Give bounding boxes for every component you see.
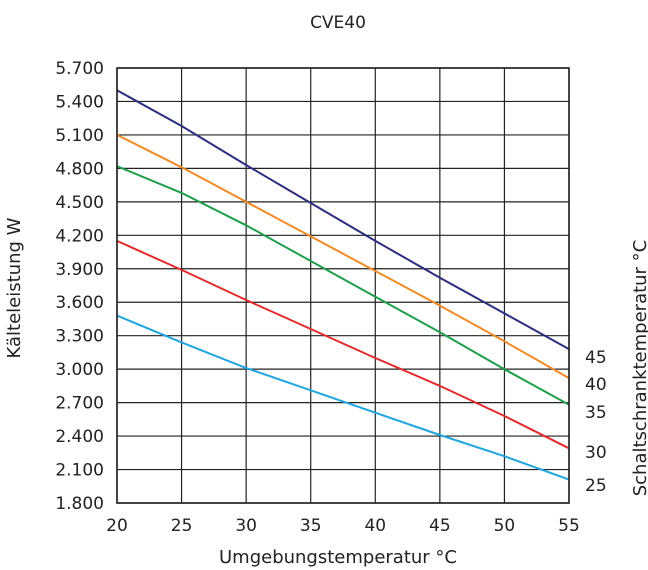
series-line-45: [116, 89, 570, 350]
series-label-30: 30: [585, 443, 607, 463]
plot-frame: [116, 67, 570, 504]
y-tick-label: 2.400: [55, 427, 104, 447]
x-tick-labels: 20 25 30 35 40 45 50 55: [106, 516, 580, 536]
series-label-45: 45: [585, 348, 607, 368]
y-tick-label: 5.700: [55, 59, 104, 79]
x-tick-label: 25: [171, 516, 193, 536]
y-tick-label: 3.300: [55, 327, 104, 347]
x-tick-label: 50: [494, 516, 516, 536]
y-tick-label: 5.400: [55, 92, 104, 112]
series-line-35: [116, 165, 570, 406]
y-tick-label: 3.900: [55, 260, 104, 280]
y-tick-label: 3.600: [55, 293, 104, 313]
series-line-30: [116, 239, 570, 450]
x-tick-label: 40: [364, 516, 386, 536]
x-tick-label: 35: [300, 516, 322, 536]
y-tick-label: 3.000: [55, 360, 104, 380]
chart-title: CVE40: [310, 13, 366, 33]
y-axis-label: Kälteleistung W: [4, 217, 25, 358]
x-tick-label: 45: [429, 516, 451, 536]
series-label-40: 40: [585, 375, 607, 395]
x-tick-label: 30: [235, 516, 257, 536]
y-tick-labels: 1.800 2.100 2.400 2.700 3.000 3.300 3.600 3.900…: [55, 59, 104, 514]
y-tick-label: 4.800: [55, 159, 104, 179]
y-tick-label: 4.200: [55, 226, 104, 246]
x-tick-label: 55: [558, 516, 580, 536]
series-lines: [116, 89, 570, 481]
y-tick-label: 5.100: [55, 126, 104, 146]
y-tick-label: 4.500: [55, 193, 104, 213]
grid: [116, 67, 570, 504]
secondary-axis-label: Schaltschranktemperatur °C: [630, 240, 648, 497]
series-end-labels: 45 40 35 30 25: [585, 348, 607, 496]
series-label-25: 25: [585, 476, 607, 496]
series-line-25: [116, 314, 570, 481]
series-line-40: [116, 134, 570, 379]
series-label-35: 35: [585, 403, 607, 423]
x-tick-label: 20: [106, 516, 128, 536]
x-axis-label: Umgebungstemperatur °C: [219, 547, 457, 568]
y-tick-label: 2.100: [55, 461, 104, 481]
y-tick-label: 1.800: [55, 494, 104, 514]
y-tick-label: 2.700: [55, 394, 104, 414]
